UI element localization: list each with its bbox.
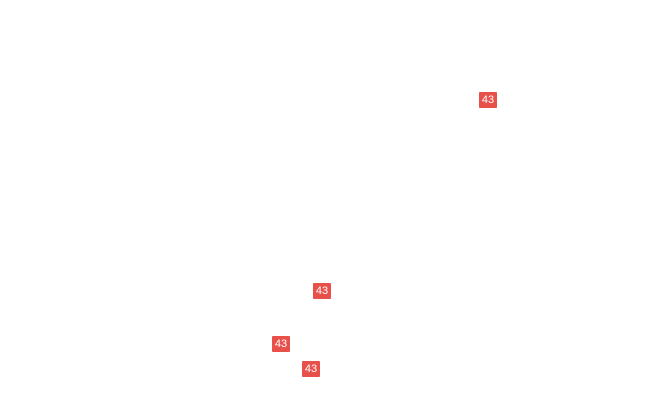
callout-label: 43 — [315, 284, 329, 297]
callout-badge[interactable]: 43 — [302, 361, 320, 377]
callout-badge[interactable]: 43 — [479, 92, 497, 108]
callout-label: 43 — [274, 337, 288, 350]
callout-badge[interactable]: 43 — [313, 283, 331, 299]
callout-badge[interactable]: 43 — [272, 336, 290, 352]
callout-label: 43 — [481, 93, 495, 106]
callout-label: 43 — [304, 362, 318, 375]
